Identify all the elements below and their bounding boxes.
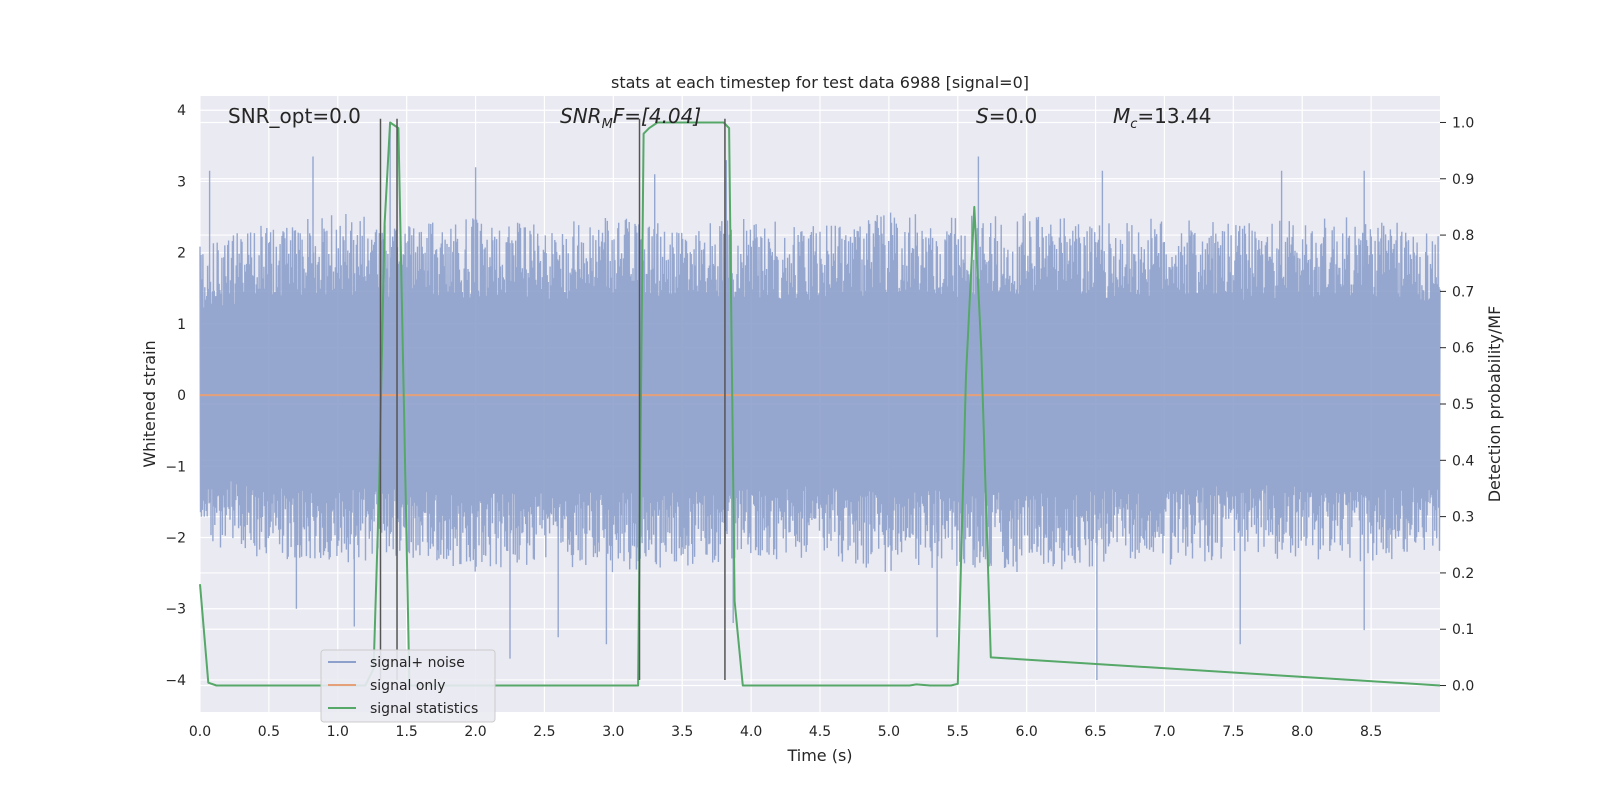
x-ticks: 0.0 0.5 1.0 1.5 2.0 2.5 3.0 3.5 4.0 4.5 5.0 5.5 6.0 6… — [189, 724, 1382, 740]
x-tick-label: 2.0 — [464, 724, 486, 740]
y2-tick-label: 0.6 — [1452, 341, 1474, 357]
annotation-mc-value: =13.44 — [1137, 104, 1211, 128]
vertical-markers — [379, 118, 726, 680]
x-tick-label: 5.0 — [878, 724, 900, 740]
y-tick-label: −1 — [165, 459, 186, 475]
y-tick-label: 4 — [177, 103, 186, 119]
y2-axis-label: Detection probability/MF — [1485, 306, 1504, 503]
legend-label-signal-noise: signal+ noise — [370, 655, 465, 671]
y2-tick-label: 1.0 — [1452, 115, 1474, 131]
y-tick-label: 3 — [177, 174, 186, 190]
x-axis-label: Time (s) — [786, 746, 852, 765]
y-tick-label: 1 — [177, 317, 186, 333]
y2-tick-label: 0.3 — [1452, 510, 1474, 526]
y-tick-label: −4 — [165, 673, 186, 689]
x-tick-label: 3.0 — [602, 724, 624, 740]
y2-tick-label: 0.9 — [1452, 172, 1474, 188]
x-tick-label: 8.0 — [1291, 724, 1313, 740]
x-tick-label: 4.0 — [740, 724, 762, 740]
y-tick-label: −2 — [165, 531, 186, 547]
annotation-s: S=0.0 — [976, 104, 1037, 128]
x-tick-label: 6.0 — [1016, 724, 1038, 740]
y-ticks: 4 3 2 1 0 −1 −2 −3 −4 — [165, 103, 186, 689]
annotation-mc: Mc=13.44 — [1113, 104, 1211, 132]
x-tick-label: 0.0 — [189, 724, 211, 740]
y2-ticks: 1.0 0.9 0.8 0.7 0.6 0.5 0.4 0.3 0.2 0.1 0.0 — [1440, 115, 1474, 695]
annotation-mc-sub: c — [1130, 117, 1137, 132]
legend-label-signal-statistics: signal statistics — [370, 701, 478, 717]
annotation-snr-mf-base: SNR — [560, 104, 602, 128]
annotation-snr-mf-rest: F=[4.04] — [613, 104, 701, 128]
chart-title: stats at each timestep for test data 698… — [611, 73, 1029, 92]
x-tick-label: 2.5 — [533, 724, 555, 740]
legend-label-signal-only: signal only — [370, 678, 445, 694]
x-tick-label: 5.5 — [947, 724, 969, 740]
series-signal-statistics — [199, 121, 1441, 687]
annotation-s-value: =0.0 — [989, 104, 1038, 128]
x-tick-label: 1.5 — [396, 724, 418, 740]
annotation-snr-opt: SNR_opt=0.0 — [228, 104, 361, 128]
legend: signal+ noise signal only signal statist… — [320, 649, 496, 723]
x-tick-label: 7.5 — [1222, 724, 1244, 740]
y-tick-label: −3 — [165, 602, 186, 618]
x-tick-label: 8.5 — [1360, 724, 1382, 740]
y-tick-label: 0 — [177, 388, 186, 404]
x-tick-label: 0.5 — [258, 724, 280, 740]
y2-tick-label: 0.0 — [1452, 679, 1474, 695]
y-tick-label: 2 — [177, 246, 186, 262]
y2-tick-label: 0.8 — [1452, 228, 1474, 244]
annotation-snr-mf: SNRMF=[4.04] — [560, 104, 701, 132]
annotation-mc-symbol: M — [1113, 104, 1130, 128]
y2-tick-label: 0.1 — [1452, 622, 1474, 638]
x-tick-label: 3.5 — [671, 724, 693, 740]
legend-box — [320, 649, 496, 723]
y2-tick-label: 0.2 — [1452, 566, 1474, 582]
y2-tick-label: 0.4 — [1452, 453, 1474, 469]
x-tick-label: 6.5 — [1084, 724, 1106, 740]
series-lines — [199, 121, 1441, 687]
y2-tick-label: 0.7 — [1452, 284, 1474, 300]
annotation-snr-mf-sub: M — [602, 117, 613, 132]
x-tick-label: 7.0 — [1153, 724, 1175, 740]
x-tick-label: 1.0 — [327, 724, 349, 740]
x-tick-label: 4.5 — [809, 724, 831, 740]
y2-tick-label: 0.5 — [1452, 397, 1474, 413]
annotation-s-symbol: S — [976, 104, 989, 128]
y-axis-label: Whitened strain — [140, 340, 159, 467]
